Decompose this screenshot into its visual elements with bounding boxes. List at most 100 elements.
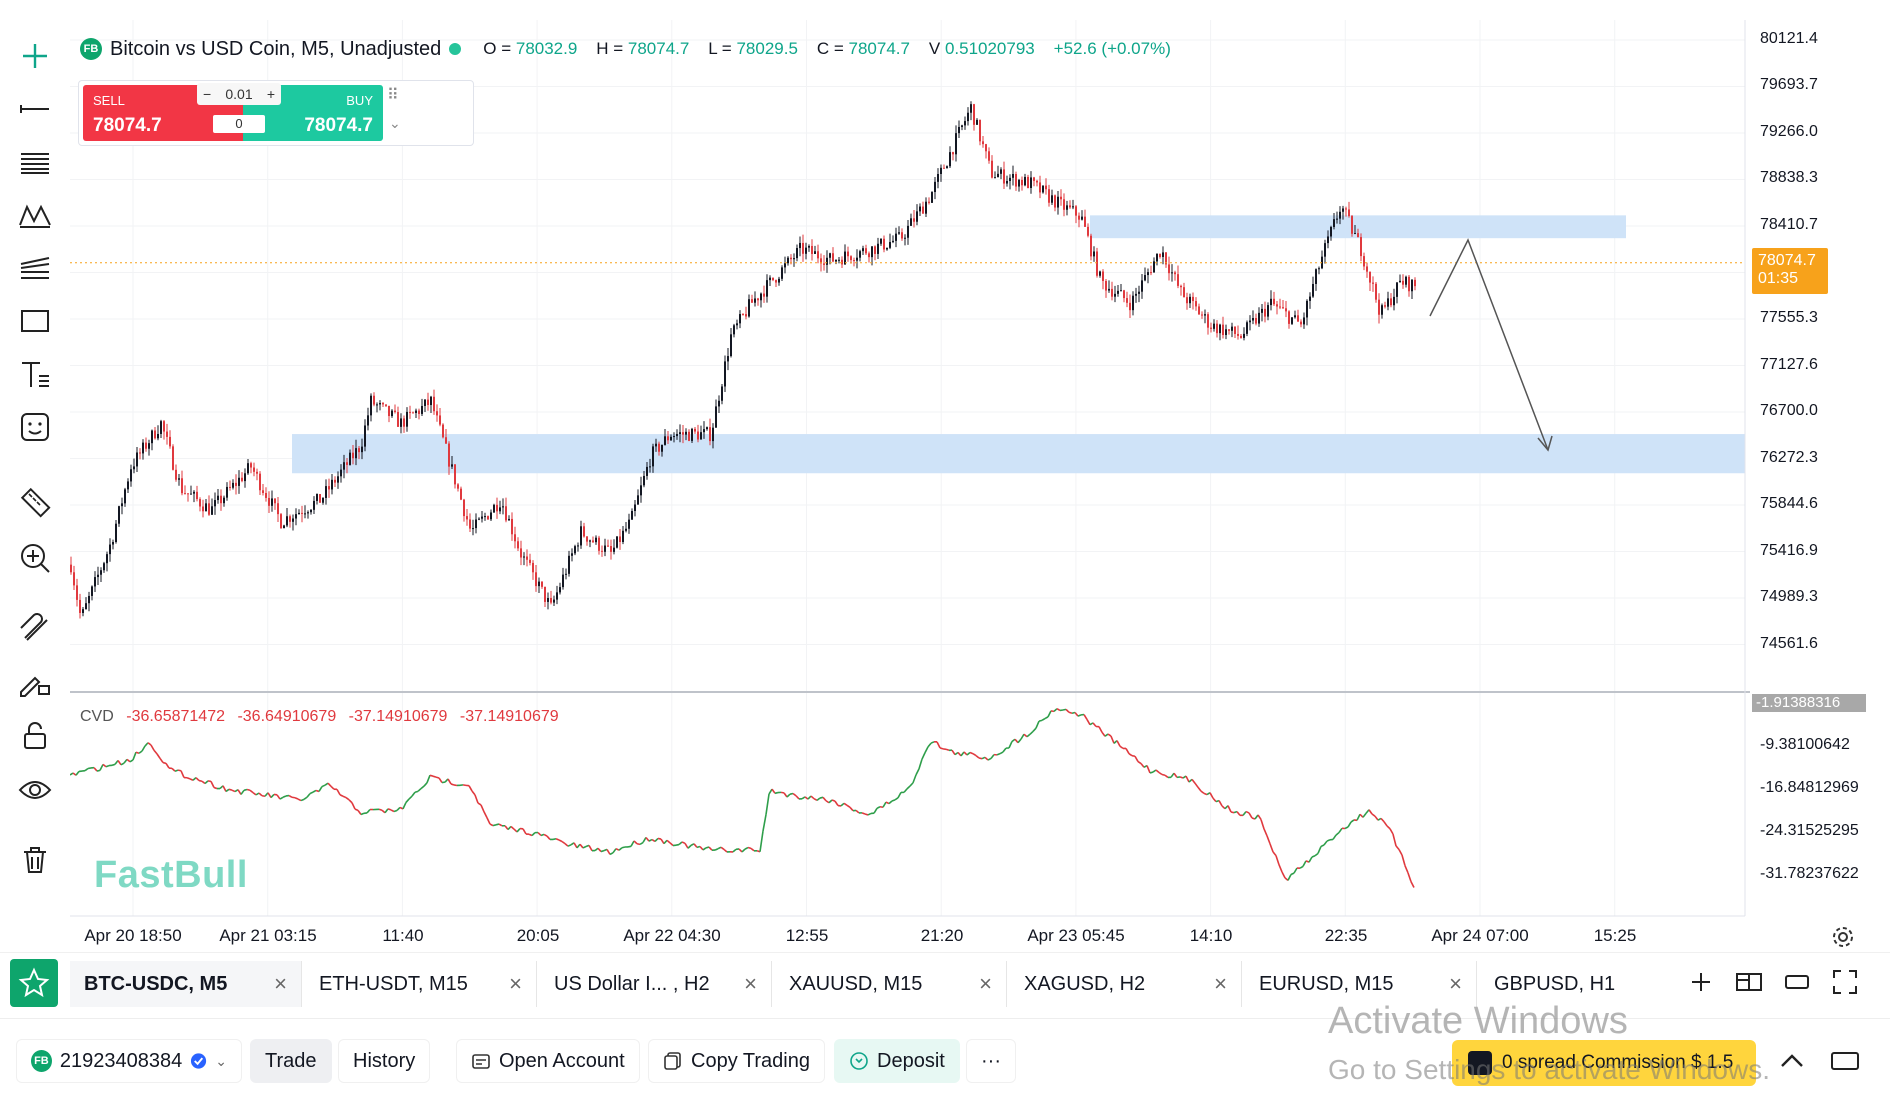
candle-body (727, 356, 729, 362)
candle-body (607, 545, 609, 547)
quantity-stepper[interactable]: − 0.01 + (197, 83, 281, 105)
candle-body (751, 299, 753, 303)
cvd-segment (921, 752, 926, 760)
candle-body (1318, 268, 1320, 270)
chevron-down-icon[interactable]: ⌄ (389, 115, 401, 131)
cvd-segment (1092, 722, 1097, 728)
deposit-button[interactable]: Deposit (834, 1039, 960, 1083)
candle-body (268, 497, 270, 506)
fib-lines-icon[interactable] (10, 140, 60, 184)
candle-body (1018, 179, 1020, 187)
cvd-segment (1119, 745, 1124, 750)
close-icon[interactable]: × (979, 971, 992, 996)
cvd-segment (1002, 747, 1007, 753)
cvd-segment (1017, 738, 1022, 744)
tab-btc-usdc[interactable]: BTC-USDC, M5 × (70, 961, 302, 1007)
tab-eurusd[interactable]: EURUSD, M15 × (1245, 961, 1477, 1007)
buy-button[interactable]: BUY 78074.7 (243, 85, 383, 141)
cvd-segment (1032, 727, 1037, 732)
tab-gbpusd[interactable]: GBPUSD, H1 (1494, 972, 1616, 995)
candle-body (847, 251, 849, 257)
cvd-segment (765, 793, 770, 815)
cvd-segment (180, 770, 185, 778)
candle-body (373, 395, 375, 405)
history-tab[interactable]: History (338, 1039, 431, 1083)
candle-body (997, 173, 999, 178)
pattern-icon[interactable] (10, 193, 60, 237)
candle-body (484, 516, 486, 518)
magnet-icon[interactable] (10, 606, 60, 650)
crosshair-icon[interactable] (10, 34, 60, 78)
trash-icon[interactable] (10, 838, 60, 882)
qty-minus-button[interactable]: − (203, 86, 212, 102)
copy-trading-button[interactable]: Copy Trading (648, 1039, 825, 1083)
qty-value[interactable]: 0.01 (225, 86, 253, 102)
cvd-segment (237, 789, 242, 795)
candle-body (1381, 305, 1383, 315)
cvd-segment (990, 754, 995, 759)
unlock-icon[interactable] (10, 714, 60, 758)
qty-plus-button[interactable]: + (266, 86, 275, 102)
close-icon[interactable]: × (1214, 971, 1227, 996)
tab-eth-usdt[interactable]: ETH-USDT, M15 × (305, 961, 537, 1007)
account-selector[interactable]: FB 21923408384 ⌄ (16, 1039, 242, 1083)
close-icon[interactable]: × (1449, 971, 1462, 996)
zoom-in-icon[interactable] (10, 536, 60, 580)
candle-body (919, 206, 921, 212)
ruler-icon[interactable] (10, 480, 60, 524)
cvd-segment (279, 796, 284, 800)
close-icon[interactable]: × (509, 971, 522, 996)
sell-price: 78074.7 (93, 115, 162, 136)
candle-body (1048, 189, 1050, 203)
tab-xagusd[interactable]: XAGUSD, H2 × (1010, 961, 1242, 1007)
drag-handle-icon[interactable]: ⠿ (387, 87, 399, 104)
cvd-segment (210, 781, 215, 788)
candle-body (442, 424, 444, 438)
trade-tab[interactable]: Trade (250, 1039, 332, 1083)
tab-xauusd[interactable]: XAUUSD, M15 × (775, 961, 1007, 1007)
cvd-segment (144, 742, 149, 747)
cvd-segment (651, 838, 656, 843)
symbol-title[interactable]: Bitcoin vs USD Coin, M5, Unadjusted (110, 37, 442, 60)
chart-area[interactable]: FB Bitcoin vs USD Coin, M5, Unadjusted O… (70, 0, 1890, 952)
chevron-up-icon[interactable] (1778, 1047, 1806, 1075)
close-icon[interactable]: × (274, 971, 287, 996)
cvd-legend: CVD -36.65871472 -36.64910679 -37.149106… (80, 708, 559, 725)
channel-icon[interactable] (10, 246, 60, 290)
gear-icon[interactable] (1830, 924, 1856, 950)
eye-icon[interactable] (10, 768, 60, 812)
fastbull-watermark: FastBull (94, 854, 248, 896)
add-tab-icon[interactable] (1686, 967, 1716, 997)
promo-banner[interactable]: 0 spread Commission $ 1.5 (1452, 1040, 1756, 1086)
price-tick: 75416.9 (1760, 542, 1818, 559)
chart-canvas[interactable] (70, 0, 1890, 952)
candle-body (556, 592, 558, 600)
text-icon[interactable] (10, 352, 60, 396)
window-icon[interactable] (1782, 967, 1812, 997)
candle-body (424, 399, 426, 406)
favorites-button[interactable] (10, 959, 58, 1007)
panel-icon[interactable] (1830, 1047, 1860, 1075)
brush-lock-icon[interactable] (10, 660, 60, 704)
cvd-segment (231, 789, 236, 793)
price-tick: 76700.0 (1760, 402, 1818, 419)
cvd-segment (1197, 786, 1202, 792)
layout-icon[interactable] (1734, 967, 1764, 997)
cvd-segment (960, 751, 965, 757)
emoji-icon[interactable] (10, 405, 60, 449)
fullscreen-icon[interactable] (1830, 967, 1860, 997)
rectangle-icon[interactable] (10, 299, 60, 343)
candle-body (742, 314, 744, 316)
candle-body (1153, 261, 1155, 273)
close-icon[interactable]: × (744, 971, 757, 996)
candle-body (511, 518, 513, 535)
candle-body (1198, 306, 1200, 315)
candle-body (1165, 252, 1167, 265)
open-account-button[interactable]: Open Account (456, 1039, 640, 1083)
horizontal-line-icon[interactable] (10, 87, 60, 131)
bar-countdown: 01:35 (1758, 270, 1799, 287)
cvd-segment (258, 792, 263, 797)
more-button[interactable]: ··· (966, 1039, 1016, 1083)
cvd-segment (1326, 839, 1331, 842)
tab-us-dollar-index[interactable]: US Dollar I... , H2 × (540, 961, 772, 1007)
